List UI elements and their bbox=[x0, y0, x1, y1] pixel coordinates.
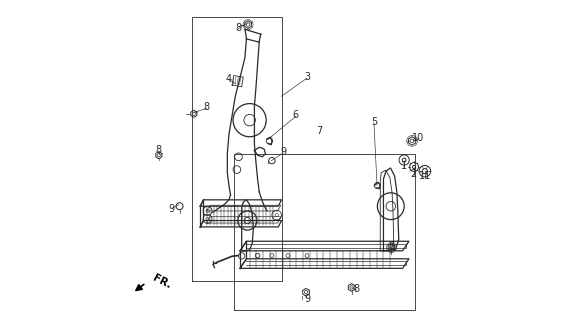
Text: 8: 8 bbox=[204, 102, 209, 112]
Text: 8: 8 bbox=[354, 284, 359, 294]
Text: 4: 4 bbox=[226, 74, 232, 84]
Text: 11: 11 bbox=[419, 171, 431, 181]
Text: 8: 8 bbox=[388, 241, 395, 251]
Text: FR.: FR. bbox=[151, 273, 173, 291]
Text: 9: 9 bbox=[168, 204, 175, 214]
Text: 10: 10 bbox=[412, 133, 425, 143]
Text: 7: 7 bbox=[316, 126, 323, 136]
Text: 8: 8 bbox=[156, 146, 162, 156]
Text: 2: 2 bbox=[410, 169, 417, 179]
Text: 8: 8 bbox=[235, 23, 242, 33]
Text: 9: 9 bbox=[280, 147, 286, 157]
Text: 1: 1 bbox=[401, 161, 407, 172]
Text: 3: 3 bbox=[304, 72, 310, 82]
Text: 9: 9 bbox=[304, 293, 310, 304]
Text: 5: 5 bbox=[371, 117, 377, 127]
Text: 6: 6 bbox=[293, 110, 299, 120]
